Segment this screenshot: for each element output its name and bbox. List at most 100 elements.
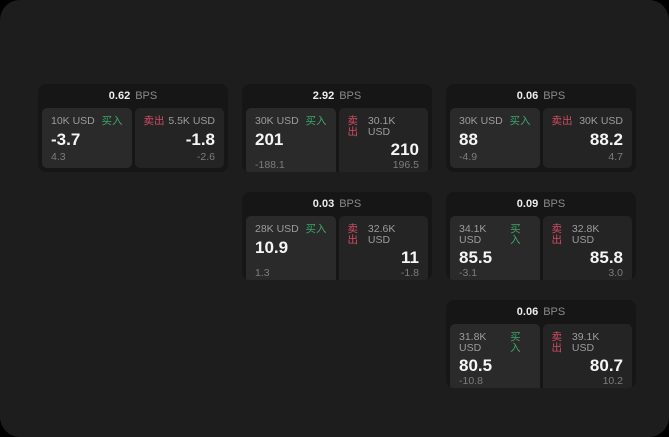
sell-change: 4.7 [608, 150, 623, 163]
buy-side-badge: 买入 [101, 115, 123, 127]
sell-tile[interactable]: 卖出 30K USD 88.2 4.7 [542, 108, 632, 168]
buy-tile-top: 30K USD 买入 [459, 116, 531, 127]
spread-header: 2.92 BPS [242, 84, 432, 108]
buy-tile[interactable]: 31.8K USD 买入 80.5 -10.8 [450, 324, 540, 388]
buy-size-label: 34.1K USD [459, 223, 487, 246]
sell-tile-top: 卖出 30.1K USD [348, 116, 420, 137]
sell-tile[interactable]: 卖出 5.5K USD -1.8 -2.6 [134, 108, 224, 168]
buy-price: -3.7 [51, 129, 81, 149]
buy-size-label: 28K USD [255, 223, 299, 235]
sell-price: 80.7 [589, 356, 623, 375]
sell-tile[interactable]: 卖出 30.1K USD 210 196.5 [338, 108, 428, 172]
quote-card: 0.06 BPS 30K USD 买入 88 -4.9 卖出 30K USD [446, 84, 636, 172]
quote-card: 2.92 BPS 30K USD 买入 201 -188.1 卖出 30.1K … [242, 84, 432, 172]
spread-header: 0.06 BPS [446, 300, 636, 324]
buy-change: 4.3 [51, 150, 66, 163]
buy-tile-top: 31.8K USD 买入 [459, 332, 531, 353]
buy-change: -3.1 [459, 267, 478, 280]
sell-price: 88.2 [589, 129, 623, 149]
sell-change: -2.6 [196, 150, 215, 163]
quote-tiles: 30K USD 买入 201 -188.1 卖出 30.1K USD 210 1… [242, 108, 432, 172]
buy-size-label: 30K USD [255, 115, 299, 127]
sell-price: 210 [390, 140, 419, 159]
spread-unit: BPS [543, 89, 566, 102]
spread-unit: BPS [339, 89, 362, 102]
sell-change: 10.2 [602, 375, 623, 388]
buy-tile[interactable]: 30K USD 买入 88 -4.9 [450, 108, 540, 168]
buy-side-badge: 买入 [510, 223, 521, 246]
spread-header: 0.06 BPS [446, 84, 636, 108]
buy-tile-top: 30K USD 买入 [255, 116, 327, 127]
buy-change: -10.8 [459, 375, 483, 388]
sell-side-badge: 卖出 [551, 223, 563, 246]
sell-price: -1.8 [185, 129, 215, 149]
sell-side-badge: 卖出 [347, 223, 359, 246]
sell-side-badge: 卖出 [143, 115, 165, 127]
buy-tile[interactable]: 30K USD 买入 201 -188.1 [246, 108, 336, 172]
buy-price: 88 [459, 129, 478, 149]
sell-size-label: 30.1K USD [367, 115, 396, 138]
quote-tiles: 28K USD 买入 10.9 1.3 卖出 32.6K USD 11 -1.8 [242, 216, 432, 280]
buy-tile[interactable]: 28K USD 买入 10.9 1.3 [246, 216, 336, 280]
spread-unit: BPS [543, 197, 566, 210]
sell-tile-top: 卖出 5.5K USD [144, 116, 216, 127]
sell-tile[interactable]: 卖出 32.6K USD 11 -1.8 [338, 216, 428, 280]
spread-value: 0.09 [516, 197, 539, 210]
quote-tiles: 31.8K USD 买入 80.5 -10.8 卖出 39.1K USD 80.… [446, 324, 636, 388]
buy-tile-top: 34.1K USD 买入 [459, 224, 531, 245]
buy-change: 1.3 [255, 267, 270, 280]
spread-value: 2.92 [312, 89, 335, 102]
buy-size-label: 31.8K USD [459, 331, 487, 354]
buy-change: -4.9 [459, 150, 478, 163]
buy-price: 201 [255, 129, 284, 149]
quote-tiles: 30K USD 买入 88 -4.9 卖出 30K USD 88.2 4.7 [446, 108, 636, 172]
buy-side-badge: 买入 [509, 115, 531, 127]
quote-cards-grid: 0.62 BPS 10K USD 买入 -3.7 4.3 卖出 5.5K USD [38, 84, 636, 388]
sell-side-badge: 卖出 [347, 115, 359, 138]
buy-price: 85.5 [459, 248, 493, 267]
quote-card: 0.09 BPS 34.1K USD 买入 85.5 -3.1 卖出 32.8K… [446, 192, 636, 280]
sell-price: 11 [401, 248, 419, 267]
buy-tile-top: 28K USD 买入 [255, 224, 327, 235]
buy-size-label: 30K USD [459, 115, 503, 127]
sell-side-badge: 卖出 [551, 115, 573, 127]
sell-size-label: 32.8K USD [571, 223, 600, 246]
sell-tile[interactable]: 卖出 32.8K USD 85.8 3.0 [542, 216, 632, 280]
sell-size-label: 5.5K USD [168, 115, 215, 127]
spread-header: 0.62 BPS [38, 84, 228, 108]
sell-change: 196.5 [392, 159, 419, 172]
sell-tile-top: 卖出 39.1K USD [552, 332, 624, 353]
sell-size-label: 39.1K USD [571, 331, 600, 354]
buy-tile-top: 10K USD 买入 [51, 116, 123, 127]
spread-value: 0.62 [108, 89, 131, 102]
sell-tile-top: 卖出 32.8K USD [552, 224, 624, 245]
spread-value: 0.06 [516, 89, 539, 102]
sell-size-label: 32.6K USD [367, 223, 396, 246]
quote-card: 0.03 BPS 28K USD 买入 10.9 1.3 卖出 32.6K US… [242, 192, 432, 280]
buy-price: 10.9 [255, 237, 289, 257]
buy-side-badge: 买入 [305, 115, 327, 127]
buy-side-badge: 买入 [305, 223, 327, 235]
sell-side-badge: 卖出 [551, 331, 563, 354]
buy-side-badge: 买入 [510, 331, 521, 354]
buy-tile[interactable]: 34.1K USD 买入 85.5 -3.1 [450, 216, 540, 280]
spread-unit: BPS [135, 89, 158, 102]
quote-card: 0.06 BPS 31.8K USD 买入 80.5 -10.8 卖出 39.1… [446, 300, 636, 388]
quote-card: 0.62 BPS 10K USD 买入 -3.7 4.3 卖出 5.5K USD [38, 84, 228, 172]
spread-value: 0.03 [312, 197, 335, 210]
sell-size-label: 30K USD [579, 115, 623, 127]
buy-price: 80.5 [459, 356, 493, 375]
buy-tile[interactable]: 10K USD 买入 -3.7 4.3 [42, 108, 132, 168]
sell-change: 3.0 [608, 267, 623, 280]
quote-tiles: 10K USD 买入 -3.7 4.3 卖出 5.5K USD -1.8 -2.… [38, 108, 228, 172]
sell-tile-top: 卖出 32.6K USD [348, 224, 420, 245]
sell-tile[interactable]: 卖出 39.1K USD 80.7 10.2 [542, 324, 632, 388]
sell-change: -1.8 [400, 267, 419, 280]
sell-price: 85.8 [589, 248, 623, 267]
buy-size-label: 10K USD [51, 115, 95, 127]
sell-tile-top: 卖出 30K USD [552, 116, 624, 127]
spread-header: 0.03 BPS [242, 192, 432, 216]
spread-unit: BPS [339, 197, 362, 210]
buy-change: -188.1 [255, 159, 285, 172]
